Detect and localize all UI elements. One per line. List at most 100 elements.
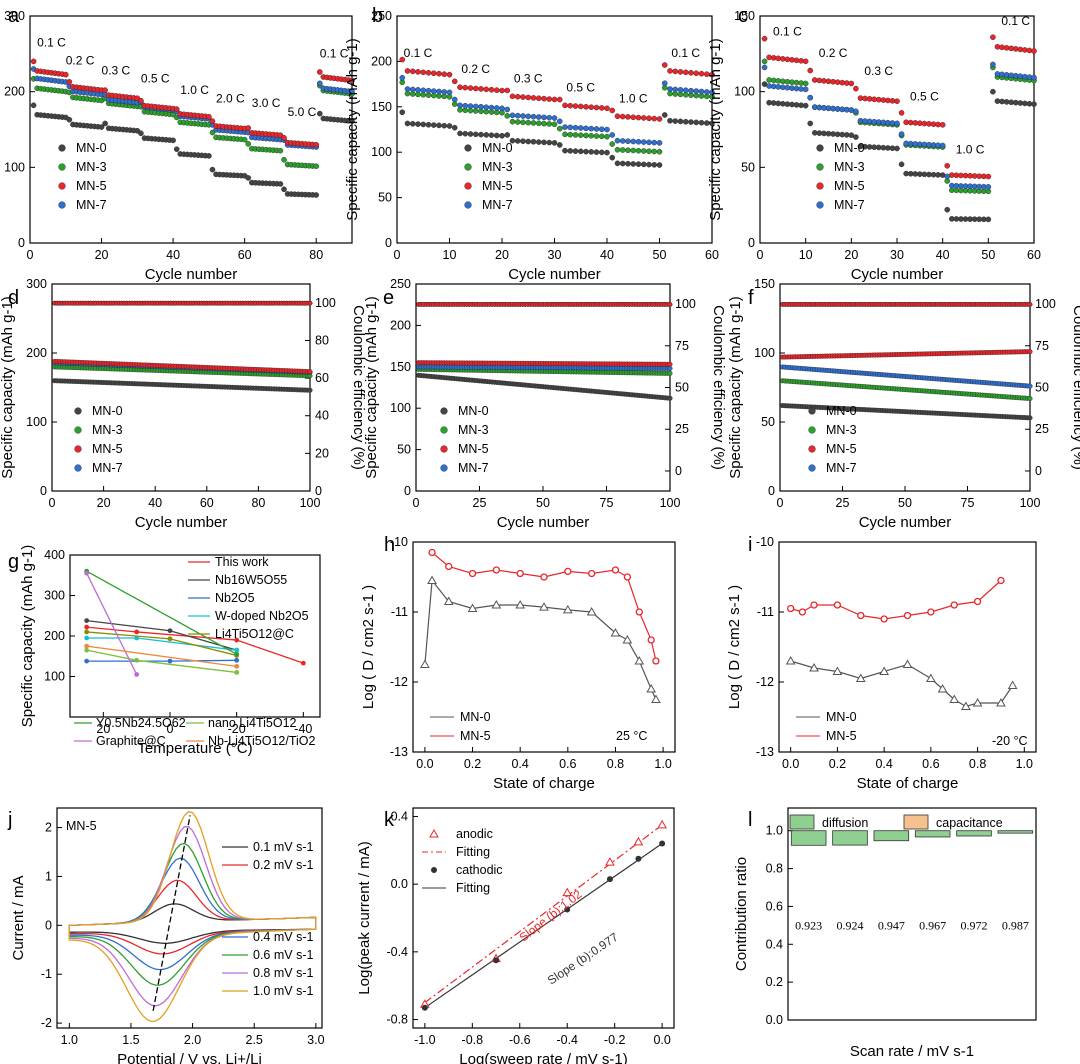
- x-tick-label: 40: [600, 248, 614, 262]
- data-point: [656, 162, 663, 168]
- y-tick-label: 100: [44, 670, 65, 684]
- y2-tick-label: 75: [675, 339, 689, 353]
- data-point: [640, 148, 647, 154]
- panel-k: -1.0 -0.8 -0.6 -0.4 -0.2 0.0-0.8-0.40.00.4Log…: [356, 807, 675, 1064]
- legend-label: Li4Ti5O12@C: [215, 627, 294, 641]
- data-point: [541, 120, 547, 127]
- data-point: [651, 115, 658, 122]
- data-point: [1031, 74, 1037, 81]
- y-tick-label: 0: [40, 484, 47, 498]
- plot-frame: [51, 283, 311, 492]
- data-point: [541, 139, 547, 146]
- x-tick-label: 0: [49, 496, 56, 510]
- data-point: [241, 136, 248, 143]
- data-point: [894, 145, 900, 152]
- data-point: [134, 672, 140, 677]
- x-tick-label: 50: [536, 496, 550, 510]
- data-point: [525, 94, 532, 101]
- data-point: [808, 445, 816, 453]
- data-point: [567, 102, 574, 109]
- data-point: [611, 566, 620, 574]
- data-point: [441, 89, 448, 95]
- data-point: [816, 144, 824, 152]
- data-point: [66, 79, 73, 85]
- data-point: [787, 604, 795, 613]
- data-point: [467, 85, 474, 91]
- panel-letter: d: [8, 287, 19, 309]
- data-point: [619, 147, 626, 153]
- data-point: [633, 836, 644, 846]
- x-tick-label: 0.4: [875, 757, 892, 771]
- data-point: [516, 569, 524, 578]
- data-point: [1027, 302, 1033, 307]
- data-point: [659, 840, 666, 847]
- y-tick-label: 200: [390, 318, 411, 332]
- data-point: [985, 173, 992, 180]
- data-point: [609, 107, 616, 114]
- legend-label: MN-5: [92, 442, 123, 456]
- data-point: [556, 118, 563, 125]
- data-point: [551, 121, 558, 128]
- x-tick-label: 50: [653, 248, 667, 262]
- data-point: [399, 109, 406, 116]
- x-tick-label: 60: [238, 248, 252, 262]
- data-point: [499, 132, 505, 139]
- data-point: [572, 148, 579, 154]
- data-point: [451, 78, 458, 85]
- data-point: [464, 201, 472, 209]
- y-tick-label: 0: [748, 236, 755, 250]
- panel-c: 0 10 20 30 40 50 60 0 50 100 150 Cycle number Specif…: [707, 9, 1041, 283]
- data-point: [535, 120, 542, 127]
- data-point: [102, 87, 108, 93]
- data-point: [409, 86, 416, 93]
- x-tick-label: 2.0: [184, 1033, 201, 1047]
- x-tick-label: 10: [799, 248, 813, 262]
- bar-value-label: 0.972: [961, 918, 988, 932]
- y-tick-label: 300: [26, 277, 47, 291]
- data-point: [535, 95, 542, 102]
- data-point: [441, 71, 448, 77]
- legend-label: 0.6 mV s-1: [253, 948, 313, 962]
- data-point: [640, 161, 647, 168]
- data-point: [593, 104, 600, 111]
- legend-label: MN-0: [834, 141, 865, 155]
- legend-label: MN-7: [458, 461, 489, 475]
- data-point: [807, 94, 814, 101]
- data-point: [425, 69, 432, 76]
- y-axis-title: Specific capacity (mAh g-1): [19, 545, 36, 728]
- data-point: [74, 464, 82, 472]
- data-point: [682, 69, 689, 76]
- data-point: [520, 138, 526, 145]
- y2-tick-label: 25: [675, 422, 689, 436]
- data-point: [525, 113, 532, 120]
- legend-label: 1.0 mV s-1: [253, 984, 313, 998]
- legend-label: cathodic: [456, 863, 503, 877]
- data-point: [688, 87, 694, 94]
- x-tick-label: 25: [473, 496, 487, 510]
- data-point: [546, 96, 553, 102]
- data-point: [84, 618, 90, 624]
- data-point: [525, 119, 532, 126]
- y-axis-title: Specific capacity (mAh g-1): [707, 38, 724, 221]
- data-point: [634, 655, 645, 665]
- data-point: [425, 87, 432, 94]
- data-point: [74, 407, 82, 415]
- data-point: [504, 87, 511, 94]
- data-point: [567, 131, 574, 138]
- y-tick-label: 0.6: [766, 899, 783, 913]
- data-point: [609, 154, 616, 161]
- data-point: [1007, 680, 1018, 689]
- data-point: [848, 107, 855, 113]
- series-line: [86, 659, 237, 662]
- data-point: [950, 601, 958, 609]
- x-tick-label: 40: [148, 496, 162, 510]
- data-point: [761, 64, 768, 71]
- data-point: [640, 115, 647, 121]
- y-tick-label: 0: [18, 236, 25, 250]
- data-point: [656, 140, 663, 146]
- x-tick-label: -0.8: [462, 1033, 484, 1047]
- y-tick-label: 100: [26, 415, 47, 429]
- series-line: [790, 660, 1014, 708]
- data-point: [667, 86, 673, 92]
- x-tick-label: 75: [600, 496, 614, 510]
